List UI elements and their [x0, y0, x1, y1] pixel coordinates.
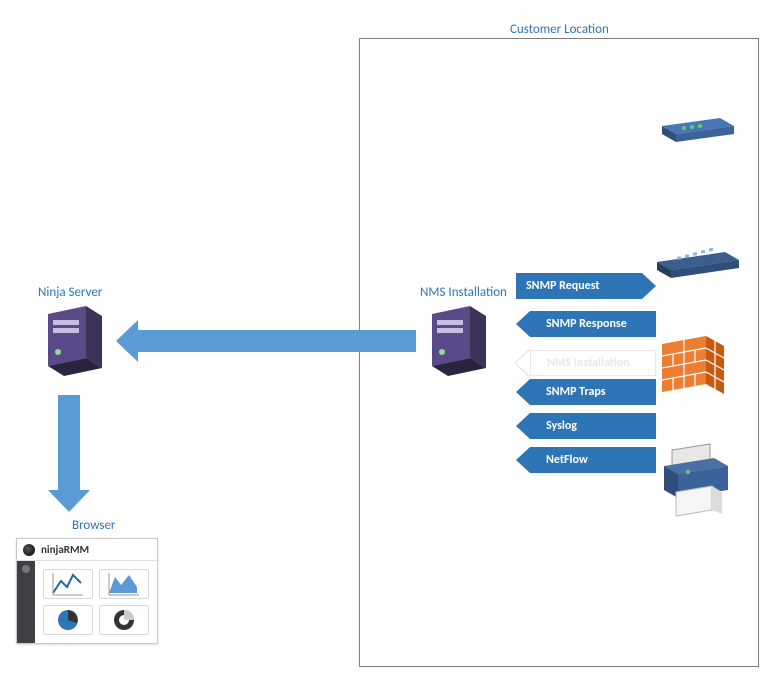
- ninjarmm-charts-grid: [35, 561, 157, 643]
- arrow-ninja-to-browser: [58, 395, 80, 490]
- snmp-request-arrow: SNMP Request: [516, 273, 656, 299]
- snmp-response-arrow: SNMP Response: [516, 311, 656, 337]
- netflow-arrow: NetFlow: [516, 447, 656, 473]
- printer-icon: [656, 442, 736, 525]
- snmp-traps-arrow: SNMP Traps: [516, 379, 656, 405]
- netflow-label: NetFlow: [546, 453, 588, 467]
- snmp-response-label: SNMP Response: [546, 317, 627, 331]
- switch-icon: [655, 248, 741, 289]
- arrow-nms-to-ninja: [138, 330, 416, 352]
- browser-label: Browser: [72, 518, 115, 533]
- customer-location-label: Customer Location: [510, 22, 609, 37]
- ninjarmm-card: ninjaRMM: [16, 538, 158, 644]
- area-chart-icon: [99, 569, 149, 599]
- snmp-request-label: SNMP Request: [526, 279, 600, 293]
- firewall-icon: [660, 332, 730, 403]
- faded-arrow-label: NMS Installation: [547, 356, 630, 370]
- ninja-server-label: Ninja Server: [38, 285, 102, 300]
- nms-server-icon: [422, 304, 492, 384]
- snmp-traps-label: SNMP Traps: [546, 385, 606, 399]
- donut-chart-icon: [99, 605, 149, 635]
- pie-chart-icon: [43, 605, 93, 635]
- ninjarmm-title: ninjaRMM: [41, 543, 89, 556]
- syslog-label: Syslog: [546, 419, 577, 433]
- syslog-arrow: Syslog: [516, 413, 656, 439]
- router-icon: [658, 110, 738, 155]
- ninjarmm-sidebar: [17, 561, 35, 643]
- ninja-server-icon: [38, 304, 108, 384]
- nms-installation-label: NMS Installation: [420, 285, 507, 300]
- ninjarmm-titlebar: ninjaRMM: [17, 539, 157, 561]
- line-chart-icon: [43, 569, 93, 599]
- ninjarmm-logo-icon: [23, 544, 35, 556]
- faded-arrow: NMS Installation: [516, 350, 656, 376]
